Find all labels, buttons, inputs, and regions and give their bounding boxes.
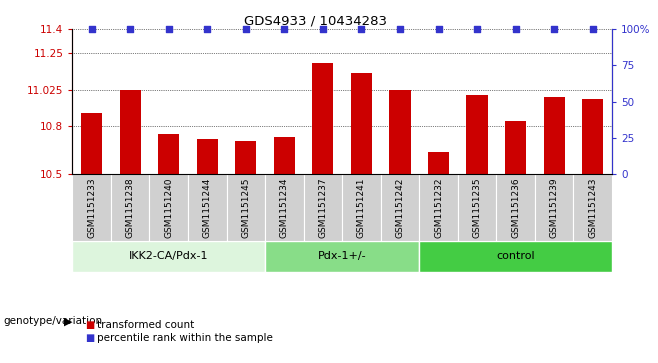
Text: ■: ■ [86,333,95,343]
Bar [72,241,265,272]
Bar [226,175,265,241]
Point [318,26,328,32]
Bar [419,175,458,241]
Text: GSM1151234: GSM1151234 [280,178,289,238]
Point [472,26,482,32]
Bar [582,98,603,175]
Text: GSM1151233: GSM1151233 [87,178,96,238]
Bar [81,113,102,175]
Bar [458,175,496,241]
Bar [573,175,612,241]
Bar [544,97,565,175]
Bar [111,175,149,241]
Text: GSM1151237: GSM1151237 [318,178,328,238]
Point [511,26,521,32]
Text: percentile rank within the sample: percentile rank within the sample [97,333,272,343]
Bar [390,90,411,175]
Point [86,26,97,32]
Text: GSM1151243: GSM1151243 [588,178,597,238]
Bar [303,175,342,241]
Bar [419,241,612,272]
Text: GSM1151238: GSM1151238 [126,178,135,238]
Text: GSM1151244: GSM1151244 [203,178,212,238]
Text: GSM1151240: GSM1151240 [164,178,173,238]
Bar [72,175,111,241]
Point [549,26,559,32]
Bar [149,175,188,241]
Bar [188,175,226,241]
Text: transformed count: transformed count [97,320,194,330]
Text: control: control [496,252,535,261]
Text: GSM1151245: GSM1151245 [241,178,250,238]
Bar [467,95,488,175]
Bar [197,139,218,175]
Bar [120,90,141,175]
Bar [265,175,303,241]
Bar [351,73,372,175]
Point [356,26,367,32]
Title: GDS4933 / 10434283: GDS4933 / 10434283 [243,15,387,28]
Bar [496,175,535,241]
Text: IKK2-CA/Pdx-1: IKK2-CA/Pdx-1 [129,252,209,261]
Text: GSM1151239: GSM1151239 [549,178,559,238]
Bar [235,140,257,175]
Text: ■: ■ [86,320,95,330]
Text: GSM1151232: GSM1151232 [434,178,443,238]
Bar [505,121,526,175]
Text: GSM1151242: GSM1151242 [395,178,405,238]
Point [433,26,443,32]
Point [588,26,598,32]
Text: Pdx-1+/-: Pdx-1+/- [318,252,367,261]
Point [279,26,290,32]
Bar [381,175,419,241]
Bar [428,152,449,175]
Text: ▶: ▶ [64,316,72,326]
Point [395,26,405,32]
Point [163,26,174,32]
Point [125,26,136,32]
Text: GSM1151235: GSM1151235 [472,178,482,238]
Bar [342,175,381,241]
Text: genotype/variation: genotype/variation [3,316,103,326]
Bar [313,63,334,175]
Text: GSM1151236: GSM1151236 [511,178,520,238]
Text: GSM1151241: GSM1151241 [357,178,366,238]
Bar [265,241,419,272]
Point [241,26,251,32]
Bar [274,137,295,175]
Point [202,26,213,32]
Bar [158,134,180,175]
Bar [535,175,573,241]
